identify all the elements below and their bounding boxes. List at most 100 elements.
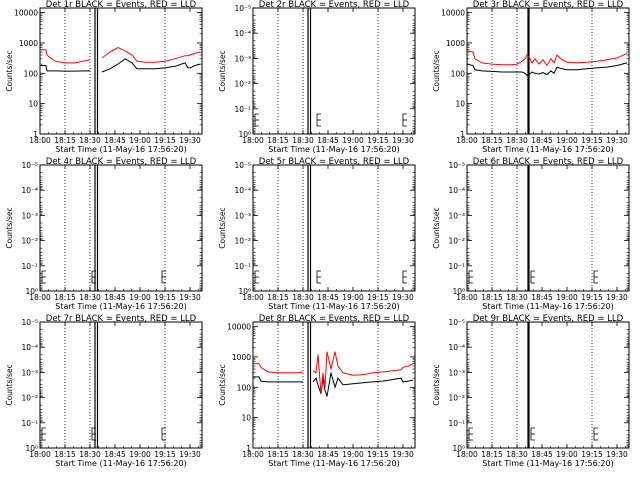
y-tick-label: 10⁰ [452, 287, 465, 296]
y-tick-label: 10⁻³ [234, 54, 251, 63]
x-tick-label: 18:45 [531, 450, 553, 459]
x-tick-label: 18:30 [506, 136, 528, 145]
plot-frame [39, 7, 203, 135]
x-tick-label: 18:00 [242, 293, 264, 302]
x-tick-label: 19:30 [606, 450, 628, 459]
series-line-events [466, 62, 628, 76]
y-tick-label: 1000 [19, 39, 38, 48]
x-tick-label: 18:15 [481, 293, 503, 302]
y-tick-label: 10⁻⁴ [21, 186, 38, 195]
y-tick-label: 10000 [14, 9, 38, 18]
x-tick-label: 18:45 [531, 293, 553, 302]
x-tick-label: 18:45 [317, 450, 339, 459]
x-tick-label: 19:15 [367, 293, 389, 302]
y-tick-label: 10⁰ [238, 287, 251, 296]
y-tick-label: 10⁻³ [448, 368, 465, 377]
x-tick-label: 19:30 [606, 136, 628, 145]
y-tick-label: 10⁻³ [448, 211, 465, 220]
y-axis-label: Counts/sec [218, 50, 227, 91]
plot-frame [39, 164, 203, 292]
x-axis-label: Start Time (11-May-16 17:56:20) [55, 145, 186, 154]
x-axis-label: Start Time (11-May-16 17:56:20) [482, 145, 613, 154]
x-tick-label: 18:15 [267, 293, 289, 302]
y-tick-label: 10⁻³ [21, 211, 38, 220]
x-tick-label: 19:00 [129, 136, 151, 145]
x-tick-label: 19:30 [179, 293, 201, 302]
x-tick-label: 18:00 [456, 450, 478, 459]
x-axis-label: Start Time (11-May-16 17:56:20) [55, 459, 186, 468]
y-tick-label: 10⁻⁴ [21, 343, 38, 352]
y-tick-label: 10 [28, 100, 38, 109]
x-tick-label: 19:15 [581, 293, 603, 302]
x-tick-label: 18:30 [79, 136, 101, 145]
y-axis-label: Counts/sec [432, 364, 441, 405]
y-tick-label: 10⁰ [238, 130, 251, 139]
panel-title: Det 1r BLACK = Events, RED = LLD [46, 0, 197, 10]
detector-panel-7: Det 7r BLACK = Events, RED = LLD 18:00 18:… [5, 314, 203, 468]
y-tick-label: 10⁻⁴ [448, 343, 465, 352]
plot-frame [466, 164, 630, 292]
x-tick-label: 19:15 [154, 450, 176, 459]
y-tick-label: 10⁰ [25, 287, 38, 296]
x-tick-label: 18:00 [242, 136, 264, 145]
x-tick-label: 18:15 [481, 136, 503, 145]
x-tick-label: 18:00 [456, 293, 478, 302]
y-tick-label: 1000 [232, 353, 251, 362]
x-tick-label: 18:15 [267, 450, 289, 459]
y-tick-label: 1 [33, 130, 38, 139]
x-axis-label: Start Time (11-May-16 17:56:20) [268, 302, 399, 311]
y-tick-label: 10⁻⁵ [448, 318, 465, 327]
plot-frame [252, 7, 416, 135]
y-axis-label: Counts/sec [5, 207, 14, 248]
y-tick-label: 100 [237, 383, 252, 392]
x-tick-label: 18:15 [267, 136, 289, 145]
y-axis-label: Counts/sec [5, 50, 14, 91]
y-tick-label: 10⁻² [21, 237, 38, 246]
x-tick-label: 19:15 [581, 450, 603, 459]
x-tick-label: 18:15 [481, 450, 503, 459]
y-tick-label: 10⁻⁴ [448, 186, 465, 195]
x-tick-label: 18:45 [317, 136, 339, 145]
x-tick-label: 18:15 [54, 136, 76, 145]
x-axis-label: Start Time (11-May-16 17:56:20) [268, 459, 399, 468]
x-tick-label: 19:15 [367, 450, 389, 459]
y-axis-label: Counts/sec [218, 207, 227, 248]
x-tick-label: 19:00 [556, 136, 578, 145]
panel-title: Det 6r BLACK = Events, RED = LLD [473, 157, 624, 167]
x-tick-label: 18:45 [104, 293, 126, 302]
x-tick-label: 18:30 [506, 450, 528, 459]
y-tick-label: 10⁻⁴ [234, 29, 251, 38]
y-tick-label: 10 [455, 100, 465, 109]
y-tick-label: 10⁻¹ [21, 419, 38, 428]
x-tick-label: 19:15 [154, 293, 176, 302]
x-tick-label: 19:30 [179, 136, 201, 145]
y-tick-label: 10⁻² [21, 394, 38, 403]
x-tick-label: 18:45 [317, 293, 339, 302]
panel-title: Det 7r BLACK = Events, RED = LLD [46, 314, 197, 324]
x-axis-label: Start Time (11-May-16 17:56:20) [55, 302, 186, 311]
y-tick-label: 10⁻¹ [234, 105, 251, 114]
y-tick-label: 10000 [227, 323, 251, 332]
y-tick-label: 1000 [446, 39, 465, 48]
y-tick-label: 1 [460, 130, 465, 139]
x-tick-label: 19:00 [342, 136, 364, 145]
x-tick-label: 18:00 [29, 293, 51, 302]
x-tick-label: 19:30 [392, 136, 414, 145]
x-tick-label: 19:30 [392, 450, 414, 459]
x-tick-label: 18:00 [29, 450, 51, 459]
x-tick-label: 18:30 [292, 136, 314, 145]
x-tick-label: 18:30 [506, 293, 528, 302]
x-tick-label: 18:15 [54, 450, 76, 459]
y-axis-label: Counts/sec [432, 50, 441, 91]
x-tick-label: 19:30 [392, 293, 414, 302]
y-tick-label: 10⁻⁵ [21, 161, 38, 170]
y-tick-label: 10⁻² [448, 237, 465, 246]
x-tick-label: 19:15 [154, 136, 176, 145]
plot-frame [39, 321, 203, 449]
y-tick-label: 100 [24, 69, 39, 78]
